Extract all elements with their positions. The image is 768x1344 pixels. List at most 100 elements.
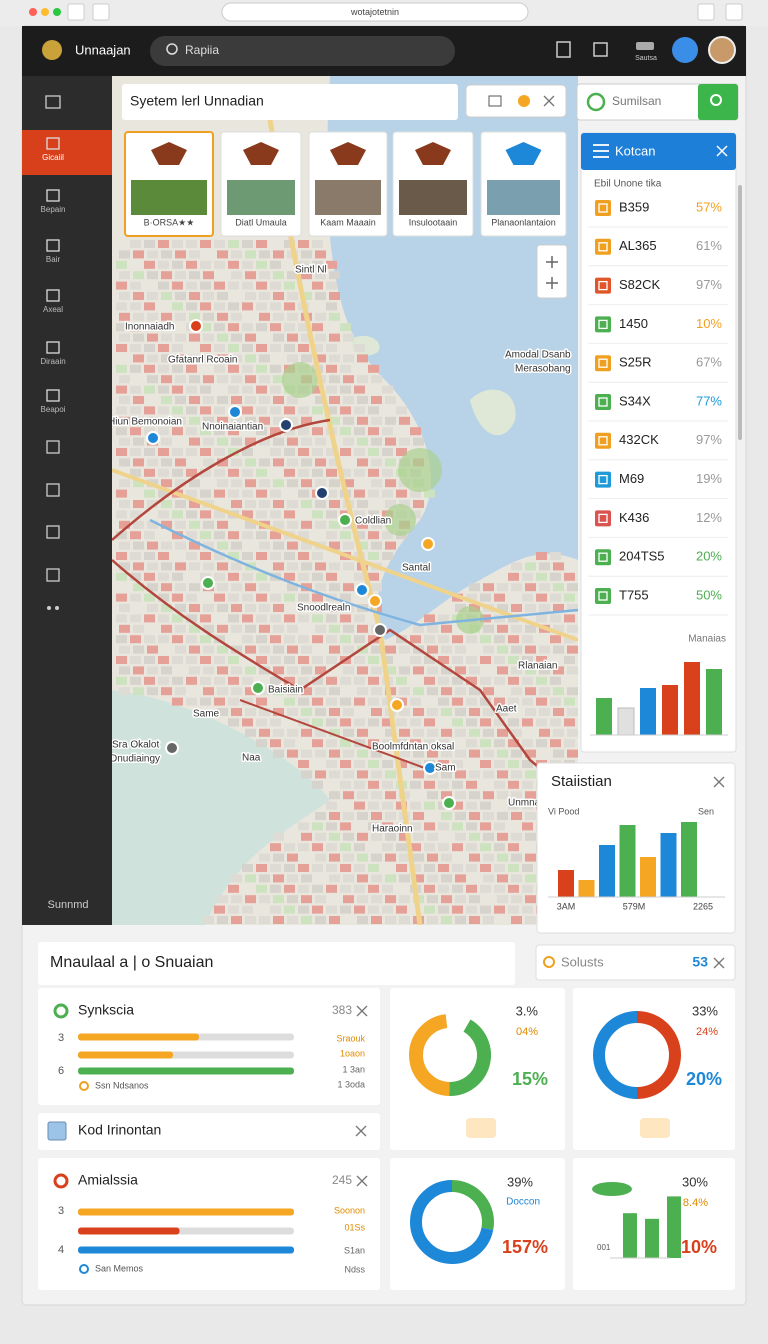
tab-button[interactable] — [92, 3, 110, 21]
close-button[interactable] — [713, 957, 725, 969]
map-block — [399, 645, 410, 654]
avatar[interactable] — [708, 36, 736, 64]
map-block — [441, 791, 452, 800]
map-pin[interactable] — [373, 623, 387, 637]
sidebar-label[interactable]: Diraain — [40, 357, 65, 366]
map-block — [287, 520, 298, 529]
map-pin[interactable] — [189, 319, 203, 333]
map-pin[interactable] — [442, 796, 456, 810]
map-block — [186, 489, 197, 498]
map-block — [287, 666, 298, 675]
tab-button[interactable] — [67, 3, 85, 21]
close-button[interactable] — [356, 1005, 368, 1017]
sidebar-icon[interactable] — [46, 568, 60, 582]
map-block — [315, 770, 326, 779]
map-pin[interactable] — [201, 576, 215, 590]
map-pin[interactable] — [251, 681, 265, 695]
donut-label: 3.% — [516, 1003, 539, 1018]
sidebar-icon[interactable] — [46, 239, 60, 252]
map-pin[interactable] — [338, 513, 352, 527]
map-block — [567, 708, 578, 716]
close-button[interactable] — [543, 95, 555, 107]
sidebar-icon[interactable] — [46, 440, 60, 454]
map-block — [147, 541, 158, 550]
map-block — [357, 728, 368, 737]
map-block — [273, 624, 284, 633]
map-pin[interactable] — [228, 405, 242, 419]
map-block — [357, 874, 368, 883]
close-button[interactable] — [356, 1175, 368, 1187]
notification-button[interactable] — [672, 37, 698, 63]
tag-text: Solusts — [561, 954, 604, 969]
map-pin[interactable] — [390, 698, 404, 712]
map-block — [256, 344, 267, 352]
map-pin[interactable] — [355, 583, 369, 597]
sidebar — [22, 76, 112, 925]
map-block — [382, 552, 393, 560]
map-block — [203, 645, 214, 654]
map-block — [284, 302, 295, 311]
map-block — [175, 604, 186, 612]
map-block — [130, 676, 141, 685]
map-label: Sam — [435, 763, 456, 774]
map-block — [144, 260, 155, 269]
sidebar-label[interactable]: Bair — [46, 255, 61, 264]
map-block — [242, 364, 253, 373]
map-block — [368, 531, 379, 540]
search-button[interactable] — [698, 84, 738, 120]
sidebar-icon[interactable] — [46, 289, 60, 302]
map-pin[interactable] — [146, 431, 160, 445]
sidebar-icon[interactable] — [46, 189, 60, 202]
tool-icon[interactable] — [518, 95, 530, 107]
sidebar-label[interactable]: Gicaiil — [42, 153, 64, 162]
sidebar-label[interactable]: Beapoi — [41, 405, 66, 414]
map-block — [228, 302, 239, 311]
map-pin[interactable] — [315, 486, 329, 500]
sidebar-icon[interactable] — [46, 389, 60, 402]
close-button[interactable] — [713, 776, 725, 788]
url-bar[interactable] — [221, 2, 529, 22]
sidebar-icon[interactable] — [46, 341, 60, 354]
sidebar-label[interactable]: Axeal — [43, 305, 63, 314]
close-button[interactable] — [355, 1125, 367, 1137]
browser-button[interactable] — [697, 3, 715, 21]
map-block — [329, 791, 340, 800]
map-block — [483, 853, 494, 862]
map-pin[interactable] — [165, 741, 179, 755]
bar — [660, 833, 677, 897]
map-block — [231, 666, 242, 675]
header-icon[interactable] — [556, 41, 571, 58]
search-field[interactable] — [150, 36, 455, 66]
map-block — [494, 739, 505, 748]
map-block — [385, 458, 396, 467]
map-block — [273, 479, 284, 488]
map-block — [298, 760, 309, 768]
map-block — [144, 572, 155, 581]
map-block — [315, 604, 326, 612]
sidebar-label[interactable]: Bepain — [41, 205, 66, 214]
tool-icon[interactable] — [488, 95, 502, 107]
window-dot — [29, 8, 37, 16]
map-block — [329, 624, 340, 633]
map-pin[interactable] — [279, 418, 293, 432]
map-pin[interactable] — [421, 537, 435, 551]
map-block — [326, 510, 337, 519]
map-block — [203, 416, 214, 425]
map-block — [511, 895, 522, 904]
sidebar-icon[interactable] — [45, 95, 61, 109]
sidebar-icon[interactable] — [46, 483, 60, 497]
map-block — [315, 666, 326, 675]
close-button[interactable] — [716, 145, 728, 157]
sidebar-icon[interactable] — [46, 525, 60, 539]
browser-button[interactable] — [725, 3, 743, 21]
map-block — [133, 271, 144, 280]
map-pin[interactable] — [368, 594, 382, 608]
map-block — [508, 697, 519, 706]
map-block — [385, 812, 396, 820]
map-block — [441, 812, 452, 820]
map-pin[interactable] — [423, 761, 437, 775]
map-block — [161, 666, 172, 675]
map-block — [144, 676, 155, 685]
sidebar-icon[interactable] — [46, 137, 60, 150]
header-icon[interactable] — [593, 42, 608, 57]
